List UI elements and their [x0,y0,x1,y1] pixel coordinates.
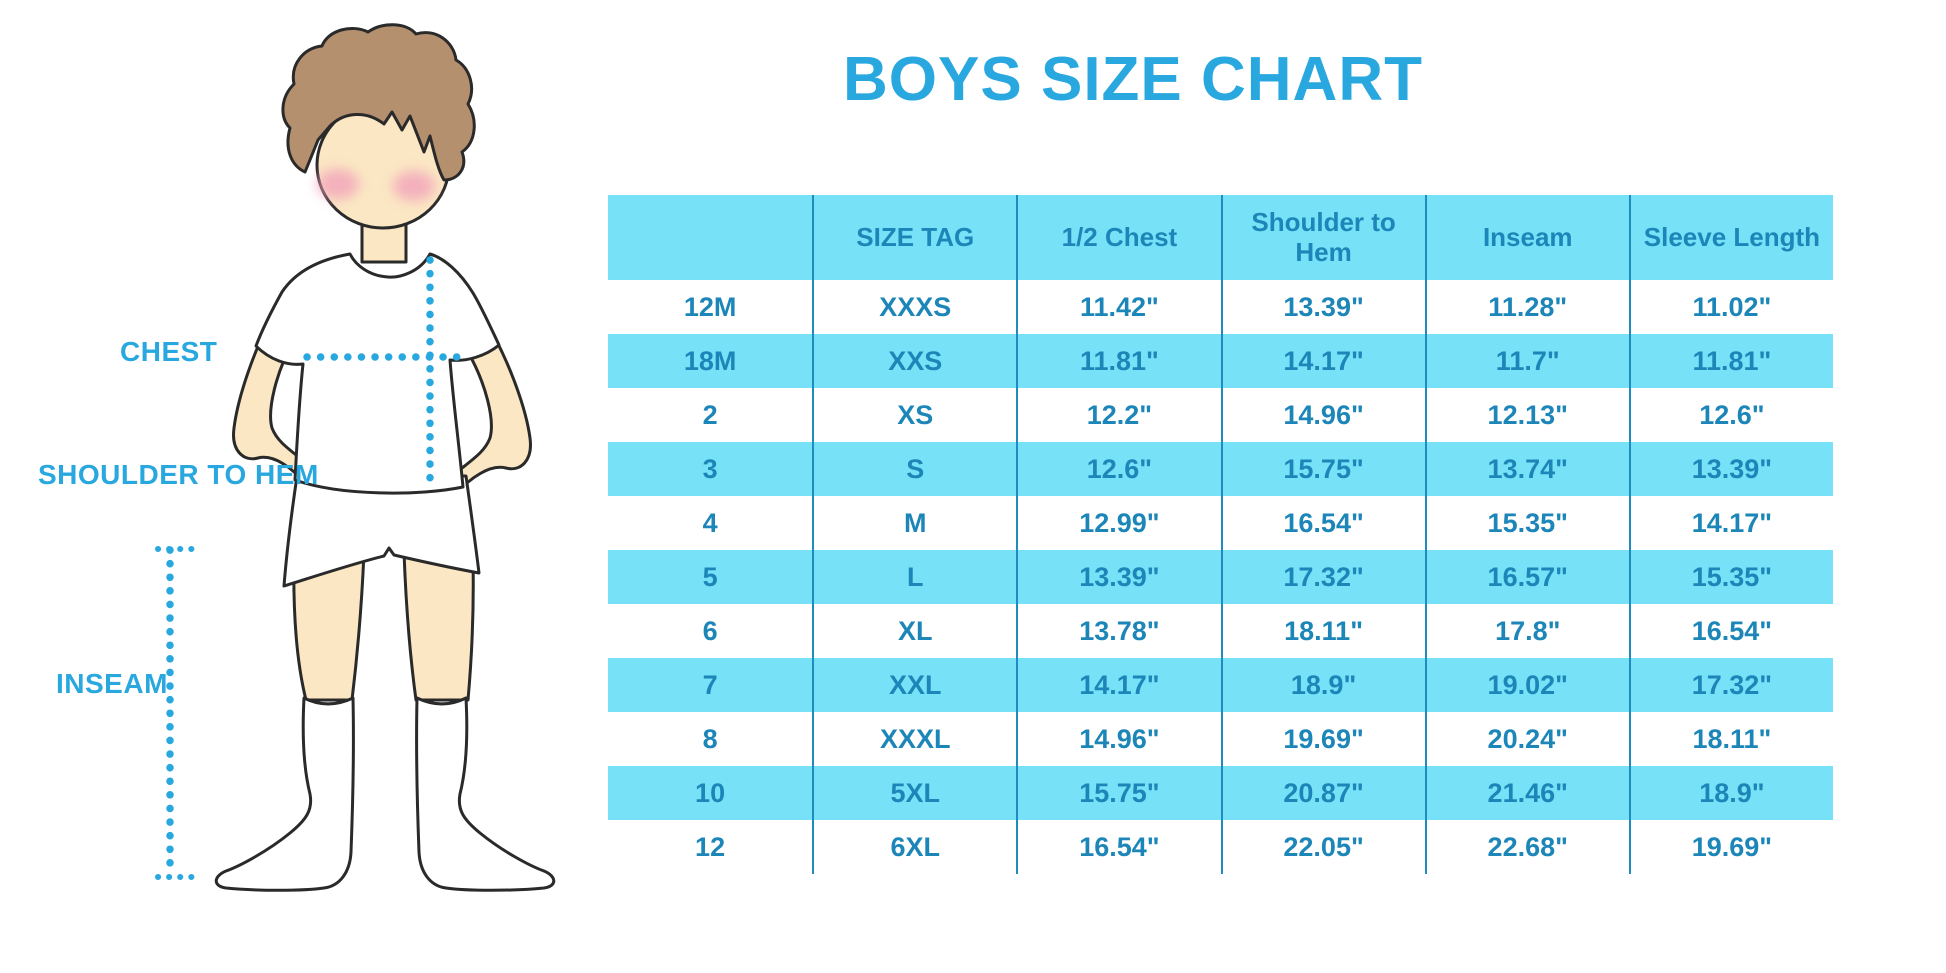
boy-cheeks [317,169,435,201]
table-cell: 15.75" [1016,766,1220,820]
table-cell: XXXS [812,280,1016,334]
table-cell: 18M [683,345,737,376]
table-cell: 16.54" [1628,604,1833,658]
table-cell: 13.39" [1220,280,1425,334]
table-cell: 19.02" [1424,658,1629,712]
table-cell: XXXL [812,712,1016,766]
table-cell: 18.9" [1628,766,1833,820]
table-cell: 12.6" [1016,442,1220,496]
table-cell: 13.74" [1424,442,1629,496]
table-cell: 7 [702,669,718,700]
boy-left-sock [214,696,355,892]
table-cell: M [812,496,1016,550]
table-cell: 11.81" [1628,334,1833,388]
table-cell: XS [812,388,1016,442]
table-cell: 16.57" [1424,550,1629,604]
table-cell: 12.2" [1016,388,1220,442]
table-row: 6 XL 13.78" 18.11" 17.8" 16.54" [608,604,1833,658]
table-cell: 10 [695,777,726,808]
column-header: SIZE TAG [812,195,1016,280]
boy-right-sock [415,696,556,892]
table-cell: 12M [683,291,737,322]
table-cell: 16.54" [1016,820,1220,874]
table-cell: 4 [702,507,718,538]
boy-hair [281,23,476,182]
table-cell: 13.39" [1628,442,1833,496]
column-header [608,195,812,280]
table-cell: 20.87" [1220,766,1425,820]
table-cell: 14.96" [1016,712,1220,766]
table-cell: 13.78" [1016,604,1220,658]
table-cell: 12.99" [1016,496,1220,550]
column-header: Sleeve Length [1628,195,1833,280]
table-cell: 14.96" [1220,388,1425,442]
boy-shirt [254,252,501,495]
boy-right-leg [402,550,475,702]
table-cell: 19.69" [1628,820,1833,874]
table-row: 8 XXXL 14.96" 19.69" 20.24" 18.11" [608,712,1833,766]
table-cell: 12.6" [1628,388,1833,442]
table-cell: 15.75" [1220,442,1425,496]
table-cell: 19.69" [1220,712,1425,766]
table-cell: 5XL [812,766,1016,820]
table-cell: 11.81" [1016,334,1220,388]
table-cell: S [812,442,1016,496]
table-cell: XXS [812,334,1016,388]
table-cell: 3 [702,453,718,484]
column-header: 1/2 Chest [1016,195,1220,280]
table-row: 5 L 13.39" 17.32" 16.57" 15.35" [608,550,1833,604]
table-cell: 16.54" [1220,496,1425,550]
size-table: SIZE TAG 1/2 Chest Shoulder to Hem Inseam Sl… [608,195,1833,874]
table-row: 4 M 12.99" 16.54" 15.35" 14.17" [608,496,1833,550]
table-cell: 8 [702,723,718,754]
table-cell: 20.24" [1424,712,1629,766]
chest-label: CHEST [120,336,218,367]
table-cell: 22.68" [1424,820,1629,874]
table-cell: 22.05" [1220,820,1425,874]
table-cell: 11.28" [1424,280,1629,334]
table-row: 12M XXXS 11.42" 13.39" 11.28" 11.02" [608,280,1833,334]
boy-shorts [282,474,481,588]
table-row: 7 XXL 14.17" 18.9" 19.02" 17.32" [608,658,1833,712]
shoulder-to-hem-label: SHOULDER TO HEM [38,459,319,490]
table-cell: 11.7" [1424,334,1629,388]
table-cell: 17.8" [1424,604,1629,658]
table-cell: 15.35" [1424,496,1629,550]
table-cell: 12 [695,831,726,862]
table-cell: 11.42" [1016,280,1220,334]
table-cell: 18.11" [1220,604,1425,658]
table-cell: XL [812,604,1016,658]
table-row: 18M XXS 11.81" 14.17" 11.7" 11.81" [608,334,1833,388]
table-cell: 15.35" [1628,550,1833,604]
table-cell: 11.02" [1628,280,1833,334]
table-cell: 17.32" [1628,658,1833,712]
table-row: 3 S 12.6" 15.75" 13.74" 13.39" [608,442,1833,496]
table-row: 10 5XL 15.75" 20.87" 21.46" 18.9" [608,766,1833,820]
table-cell: 21.46" [1424,766,1629,820]
table-cell: 13.39" [1016,550,1220,604]
table-body: 12M XXXS 11.42" 13.39" 11.28" 11.02" 18M XXS 11.… [608,280,1833,874]
table-cell: 6XL [812,820,1016,874]
table-cell: 12.13" [1424,388,1629,442]
column-header: Inseam [1424,195,1629,280]
page-title: BOYS SIZE CHART [843,45,1423,114]
table-row: 2 XS 12.2" 14.96" 12.13" 12.6" [608,388,1833,442]
table-cell: 14.17" [1220,334,1425,388]
table-row: 12 6XL 16.54" 22.05" 22.68" 19.69" [608,820,1833,874]
table-cell: 2 [702,399,718,430]
inseam-label: INSEAM [56,668,168,699]
table-header-row: SIZE TAG 1/2 Chest Shoulder to Hem Inseam Sl… [608,195,1833,280]
table-cell: 18.9" [1220,658,1425,712]
boy-measurement-illustration [155,23,556,892]
table-cell: 14.17" [1628,496,1833,550]
table-cell: XXL [812,658,1016,712]
table-cell: 14.17" [1016,658,1220,712]
table-cell: 17.32" [1220,550,1425,604]
table-cell: 5 [702,561,718,592]
column-header: Shoulder to Hem [1220,195,1425,280]
table-cell: 6 [702,615,718,646]
table-cell: L [812,550,1016,604]
table-cell: 18.11" [1628,712,1833,766]
